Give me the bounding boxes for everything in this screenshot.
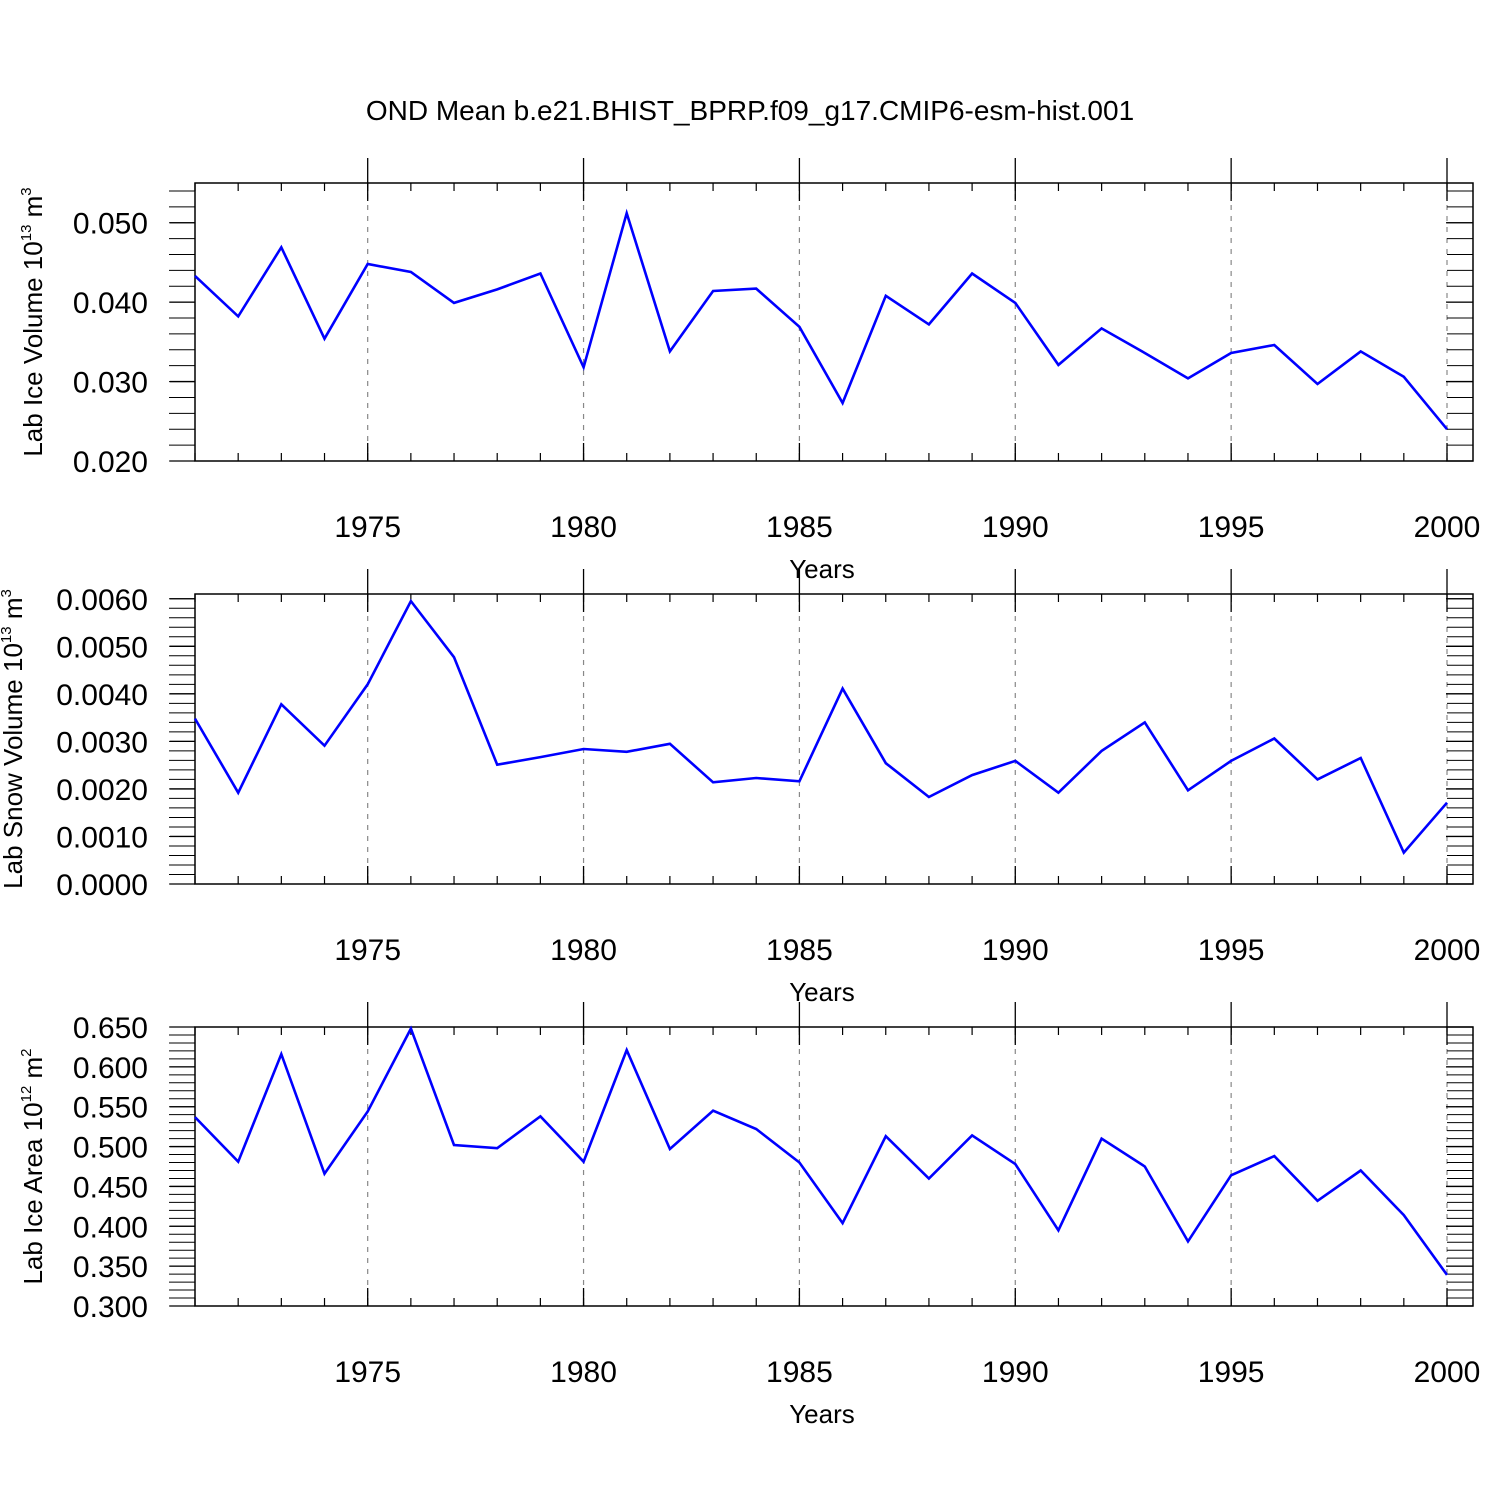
plot-frame <box>194 593 1474 885</box>
x-tick-label: 1980 <box>550 1356 617 1389</box>
x-tick-label: 2000 <box>1414 511 1481 544</box>
y-axis-label-main: Lab Snow Volume 10 <box>0 643 28 889</box>
x-axis-label: Years <box>789 977 855 1007</box>
x-tick-label: 1990 <box>982 511 1049 544</box>
chart-panel-3: 1975 1980 1985 1990 1995 2000 Years 0.300 0.350 0… <box>18 1002 1480 1429</box>
y-axis-label: Lab Ice Volume 1013 m3 <box>18 187 48 456</box>
x-tick-label: 1975 <box>334 934 401 967</box>
y-tick-label: 0.0030 <box>56 726 148 759</box>
x-tick-label: 2000 <box>1414 1356 1481 1389</box>
series-line <box>194 1025 1449 1276</box>
y-tick-label: 0.400 <box>73 1211 148 1244</box>
y-axis-label-main: Lab Ice Volume 10 <box>18 241 48 456</box>
y-axis-label-main: Lab Ice Area 10 <box>18 1102 48 1284</box>
y-axis-label-unit: m <box>18 1057 48 1086</box>
plot-frame <box>194 1026 1474 1307</box>
y-tick-label: 0.550 <box>73 1092 148 1125</box>
x-tick-label: 1990 <box>982 1356 1049 1389</box>
y-tick-label: 0.0000 <box>56 869 148 902</box>
y-axis-label-unit: m <box>18 196 48 225</box>
y-axis-label-unit-exponent: 2 <box>18 1048 35 1056</box>
y-tick-label: 0.050 <box>73 208 148 241</box>
y-axis-label-exponent: 12 <box>18 1086 35 1103</box>
series-line <box>194 208 1449 431</box>
x-tick-label: 1980 <box>550 511 617 544</box>
y-axis-label-exponent: 13 <box>18 225 35 242</box>
x-tick-label: 1995 <box>1198 934 1265 967</box>
x-tick-label: 1980 <box>550 934 617 967</box>
y-axis-label-unit: m <box>0 598 28 627</box>
y-axis-label-exponent: 13 <box>0 626 15 643</box>
x-tick-label: 2000 <box>1414 934 1481 967</box>
y-tick-label: 0.300 <box>73 1291 148 1324</box>
y-tick-label: 0.350 <box>73 1251 148 1284</box>
y-tick-label: 0.0060 <box>56 584 148 617</box>
x-tick-label: 1975 <box>334 511 401 544</box>
x-axis-label: Years <box>789 554 855 584</box>
y-tick-label: 0.450 <box>73 1171 148 1204</box>
y-tick-label: 0.0040 <box>56 679 148 712</box>
y-tick-label: 0.0020 <box>56 774 148 807</box>
y-tick-label: 0.0050 <box>56 631 148 664</box>
plot-frame <box>194 182 1474 462</box>
y-tick-label: 0.030 <box>73 367 148 400</box>
y-axis-label-unit-exponent: 3 <box>18 187 35 195</box>
x-tick-label: 1995 <box>1198 511 1265 544</box>
y-axis-label: Lab Ice Area 1012 m2 <box>18 1048 48 1284</box>
y-tick-label: 0.020 <box>73 446 148 479</box>
chart-panel-2: 1975 1980 1985 1990 1995 2000 Years 0.0000 0.001… <box>0 569 1480 1007</box>
x-tick-label: 1985 <box>766 511 833 544</box>
y-tick-label: 0.650 <box>73 1012 148 1045</box>
series-line <box>193 598 1448 855</box>
x-axis-label: Years <box>789 1399 855 1429</box>
y-tick-label: 0.600 <box>73 1052 148 1085</box>
y-axis-label: Lab Snow Volume 1013 m3 <box>0 589 28 889</box>
x-tick-label: 1985 <box>766 934 833 967</box>
x-tick-label: 1990 <box>982 934 1049 967</box>
chart-panel-1: 1975 1980 1985 1990 1995 2000 Years 0.020 0.030 0… <box>18 158 1480 584</box>
x-tick-label: 1985 <box>766 1356 833 1389</box>
y-tick-label: 0.040 <box>73 287 148 320</box>
y-axis-label-unit-exponent: 3 <box>0 589 15 597</box>
chart-title: OND Mean b.e21.BHIST_BPRP.f09_g17.CMIP6-… <box>366 95 1134 126</box>
x-tick-label: 1995 <box>1198 1356 1265 1389</box>
y-tick-label: 0.500 <box>73 1132 148 1165</box>
y-tick-label: 0.0010 <box>56 821 148 854</box>
x-tick-label: 1975 <box>334 1356 401 1389</box>
